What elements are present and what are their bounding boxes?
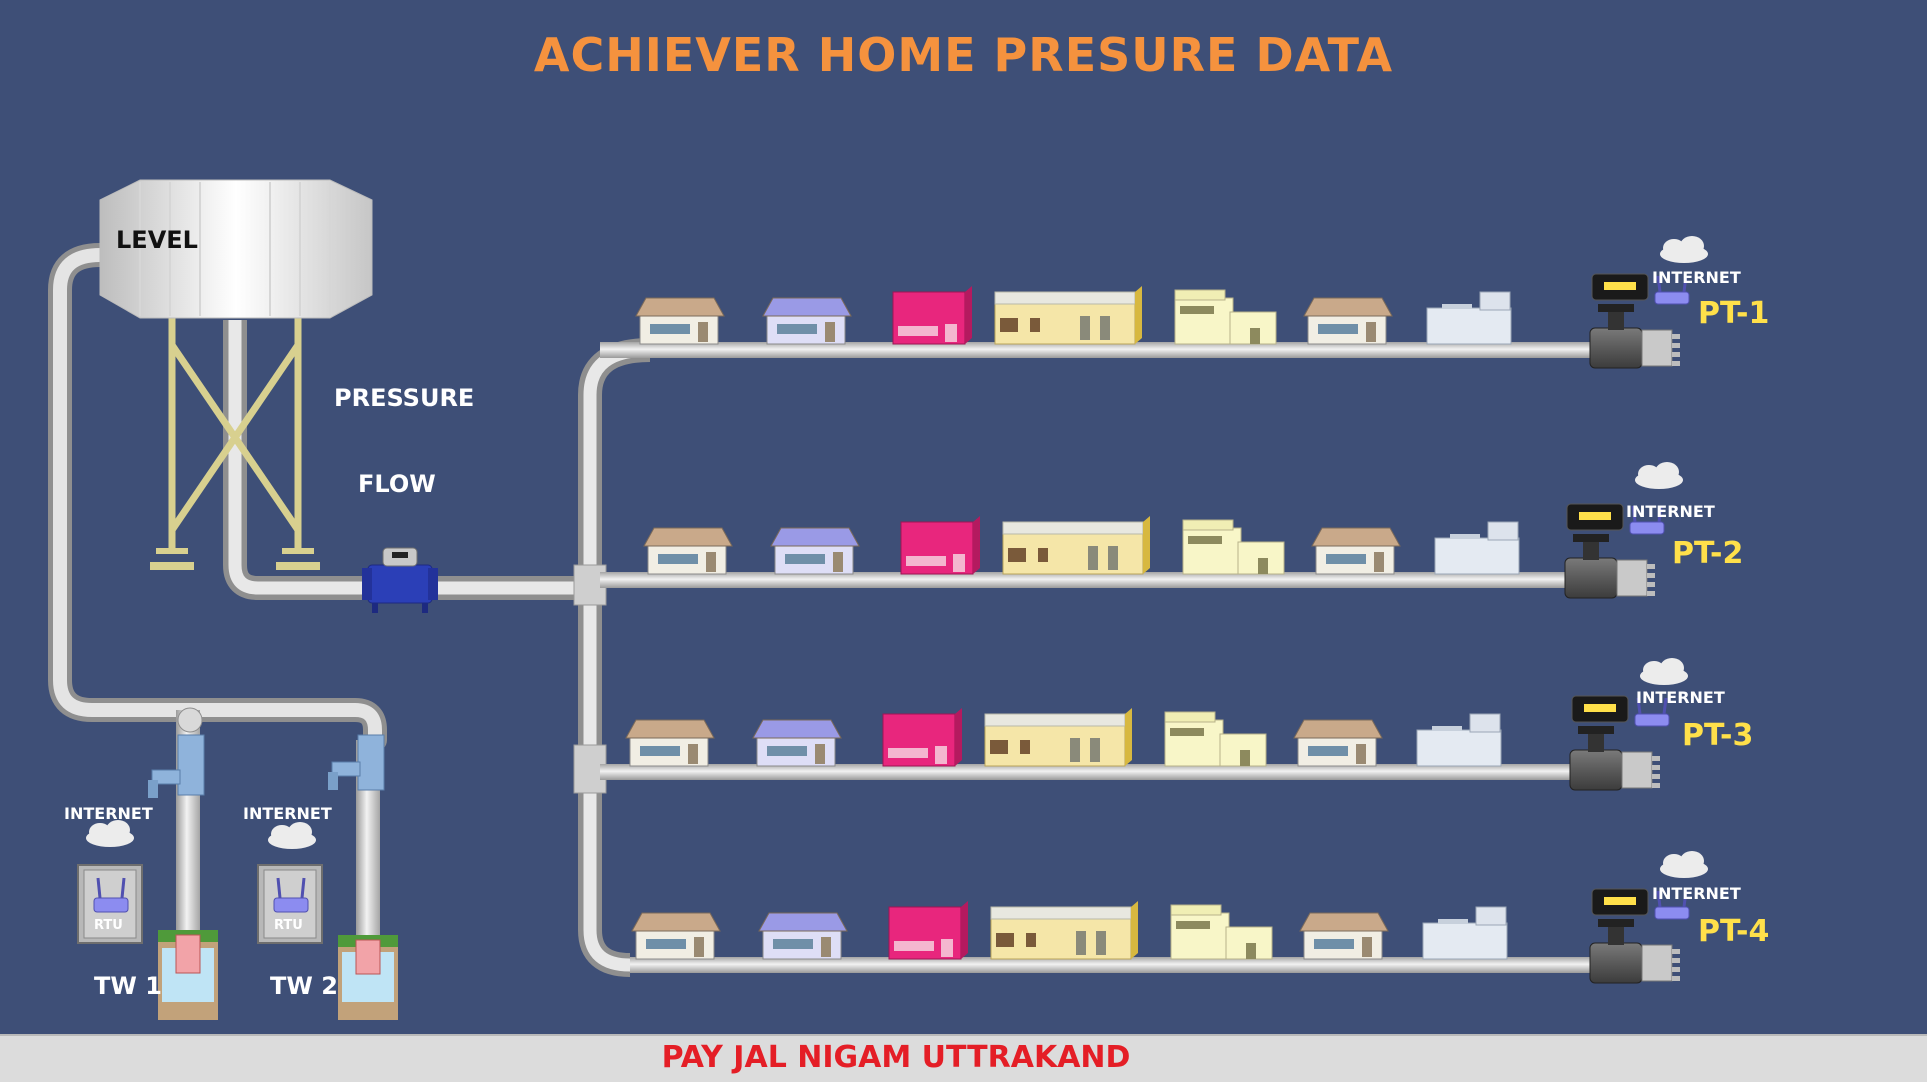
pressure-transmitter xyxy=(1589,273,1680,369)
branch-row xyxy=(600,462,1683,599)
office-icon xyxy=(1182,519,1285,575)
branch-row xyxy=(600,236,1708,369)
tubewell-1 xyxy=(148,707,218,1020)
cloud-icon xyxy=(1635,462,1683,489)
distribution-branches xyxy=(600,236,1708,984)
house-icon xyxy=(1299,912,1389,960)
office-icon xyxy=(1164,711,1267,767)
cloud-icon xyxy=(1660,236,1708,263)
branch-pipe xyxy=(600,342,1590,358)
pressure-transmitter xyxy=(1569,695,1660,791)
pt4-label: PT-4 xyxy=(1698,914,1770,949)
branch-pipe xyxy=(600,572,1565,588)
footer-text: PAY JAL NIGAM UTTRAKAND xyxy=(661,1040,1131,1075)
house-icon xyxy=(631,912,721,960)
office-icon xyxy=(1174,289,1277,345)
cloud-icon xyxy=(1640,658,1688,685)
house-icon xyxy=(1303,297,1393,345)
rtu2-label: RTU xyxy=(274,918,303,933)
pt4-internet-label: INTERNET xyxy=(1652,884,1741,903)
house-icon xyxy=(752,719,842,767)
warehouse-icon xyxy=(1422,906,1508,960)
tw1-internet-label: INTERNET xyxy=(64,804,153,823)
rtu-1 xyxy=(77,864,143,944)
shop-icon xyxy=(882,708,962,767)
pressure-transmitter xyxy=(1589,888,1680,984)
pt2-label: PT-2 xyxy=(1672,536,1744,571)
cloud-icon xyxy=(86,820,134,847)
router-icon xyxy=(1654,275,1690,305)
warehouse-icon xyxy=(1434,521,1520,575)
house-icon xyxy=(1311,527,1401,575)
tw2-label: TW 2 xyxy=(270,972,338,1000)
factory-icon xyxy=(984,708,1132,767)
rtu1-label: RTU xyxy=(94,918,123,933)
tw1-label: TW 1 xyxy=(94,972,162,1000)
router-icon xyxy=(1629,505,1665,535)
tank-level-label: LEVEL xyxy=(116,226,198,254)
pt1-internet-label: INTERNET xyxy=(1652,268,1741,287)
pt3-internet-label: INTERNET xyxy=(1636,688,1725,707)
branch-row xyxy=(630,851,1708,984)
factory-icon xyxy=(1002,516,1150,575)
cloud-icon xyxy=(268,822,316,849)
shop-icon xyxy=(892,286,972,345)
factory-icon xyxy=(990,901,1138,960)
rtu-2 xyxy=(257,864,323,944)
house-icon xyxy=(625,719,715,767)
pt2-internet-label: INTERNET xyxy=(1626,502,1715,521)
router-icon xyxy=(1634,697,1670,727)
tw2-internet-label: INTERNET xyxy=(243,804,332,823)
branch-row xyxy=(600,658,1688,791)
footer-bar: PAY JAL NIGAM UTTRAKAND xyxy=(0,1034,1927,1082)
shop-icon xyxy=(900,516,980,575)
house-icon xyxy=(758,912,848,960)
branch-pipe xyxy=(600,764,1570,780)
flow-label: FLOW xyxy=(358,470,436,498)
shop-icon xyxy=(888,901,968,960)
house-icon xyxy=(762,297,852,345)
water-tank xyxy=(99,179,373,570)
cloud-icon xyxy=(1660,851,1708,878)
router-icon xyxy=(1654,890,1690,920)
warehouse-icon xyxy=(1416,713,1502,767)
factory-icon xyxy=(994,286,1142,345)
distribution-main xyxy=(573,338,651,977)
tubewell-2 xyxy=(328,734,398,1020)
pt1-label: PT-1 xyxy=(1698,296,1770,331)
branch-pipe xyxy=(630,957,1590,973)
office-icon xyxy=(1170,904,1273,960)
house-icon xyxy=(770,527,860,575)
house-icon xyxy=(643,527,733,575)
pt3-label: PT-3 xyxy=(1682,718,1754,753)
pressure-transmitter xyxy=(1564,503,1655,599)
flow-meter xyxy=(362,547,438,613)
house-icon xyxy=(1293,719,1383,767)
house-icon xyxy=(635,297,725,345)
tank-outlet-pipe xyxy=(223,320,590,600)
warehouse-icon xyxy=(1426,291,1512,345)
tank-pressure-label: PRESSURE xyxy=(334,384,475,412)
page-title: ACHIEVER HOME PRESURE DATA xyxy=(533,28,1394,82)
